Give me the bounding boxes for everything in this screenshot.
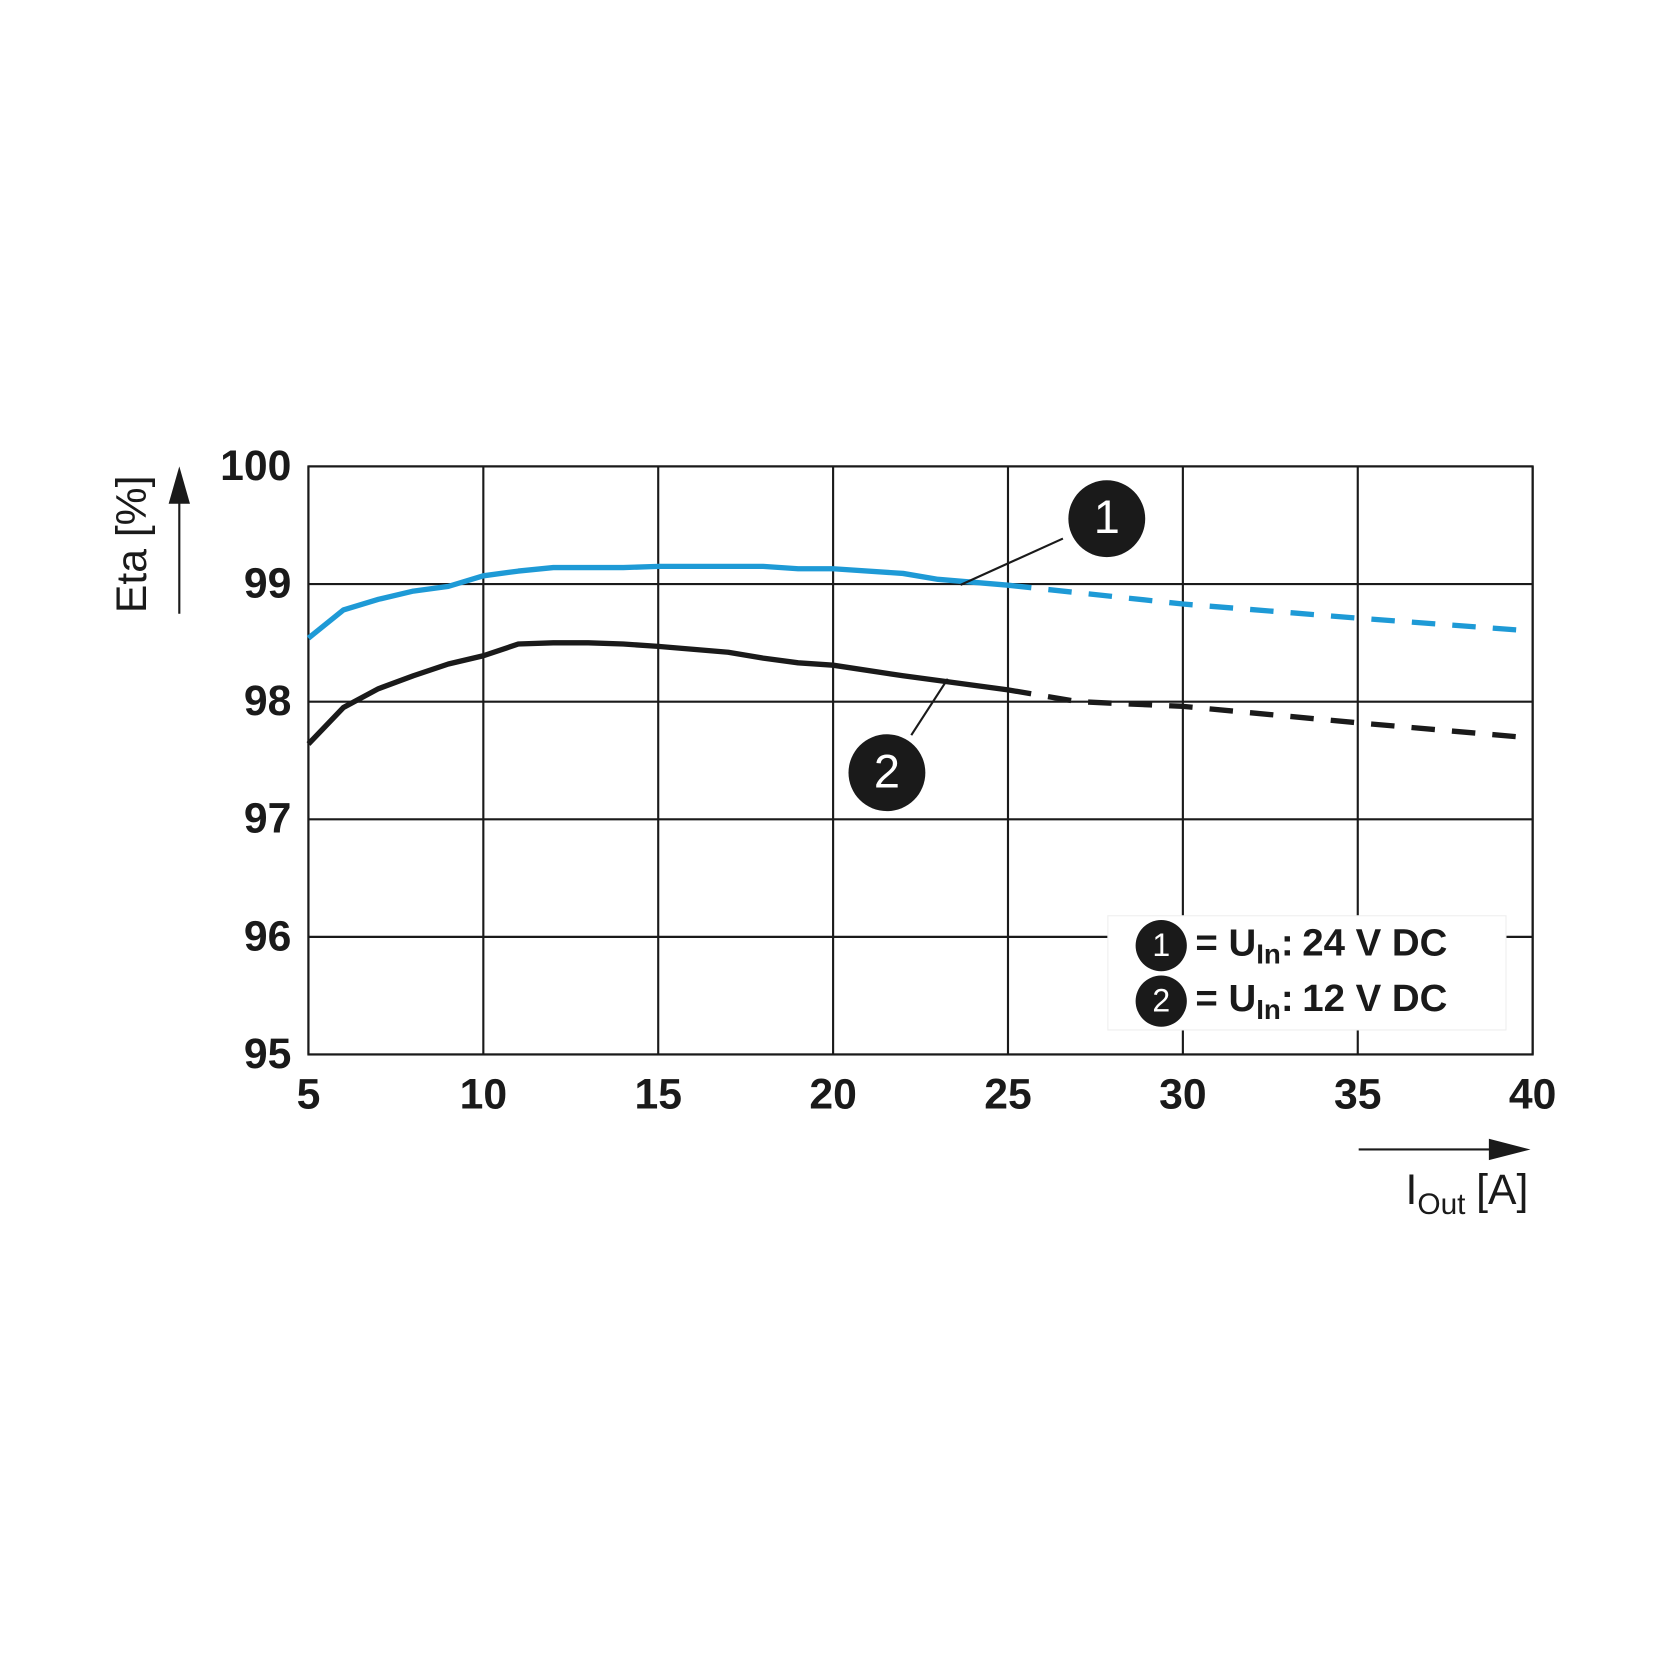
y-tick-label: 97 [244,795,291,843]
x-tick-label: 40 [1509,1070,1556,1118]
plot-frame [307,465,1534,1056]
y-tick-label: 100 [220,442,291,490]
legend-separator: : [1281,977,1294,1020]
x-tick-label: 20 [809,1070,856,1118]
callout-circle [848,734,926,812]
callout-number: 1 [1094,490,1120,543]
x-tick-label: 25 [984,1070,1031,1118]
callout-leader [960,537,1064,586]
legend-marker-number: 2 [1152,983,1170,1019]
y-axis-label: Eta [%] [108,476,156,614]
legend-subscript: In [1256,994,1281,1025]
x-tick-label: 10 [460,1070,507,1118]
legend-separator: : [1281,922,1294,965]
legend-prefix: = U [1195,977,1256,1020]
legend-marker [1135,920,1187,972]
legend-label: 12 V DC [1302,977,1447,1020]
x-axis-label: IOut [A] [1405,1167,1528,1221]
x-label-unit: [A] [1476,1167,1528,1215]
y-tick-label: 99 [244,559,291,607]
y-axis-arrowhead [168,466,190,504]
x-label-subscript: Out [1417,1188,1466,1221]
legend-entry: = UIn: 24 V DC [1195,922,1447,970]
legend-label: 24 V DC [1302,922,1447,965]
legend-entry: = UIn: 12 V DC [1195,977,1447,1025]
callout-number: 2 [874,744,900,797]
legend-marker-number: 1 [1152,927,1170,963]
y-tick-label: 95 [244,1030,291,1078]
callout-leader [904,678,949,746]
series-line [306,563,1009,641]
callout-circle [1068,480,1146,558]
series-line [306,640,1009,746]
x-axis-arrowhead [1488,1138,1531,1161]
x-tick-label: 15 [634,1070,681,1118]
legend-prefix: = U [1195,922,1256,965]
series-line-dashed [1007,687,1533,741]
y-tick-label: 98 [244,677,291,725]
legend-marker [1135,975,1187,1027]
legend-subscript: In [1256,939,1281,970]
x-label-main: I [1405,1167,1417,1215]
x-tick-label: 35 [1334,1070,1381,1118]
x-tick-label: 5 [297,1070,321,1118]
plot-root: Eta [%] IOut [A] 95 96 97 98 99 100 5 10 15 20 25 30… [108,442,1557,1221]
x-tick-label: 30 [1159,1070,1206,1118]
y-tick-label: 96 [244,912,291,960]
series-line-dashed [1007,582,1533,634]
